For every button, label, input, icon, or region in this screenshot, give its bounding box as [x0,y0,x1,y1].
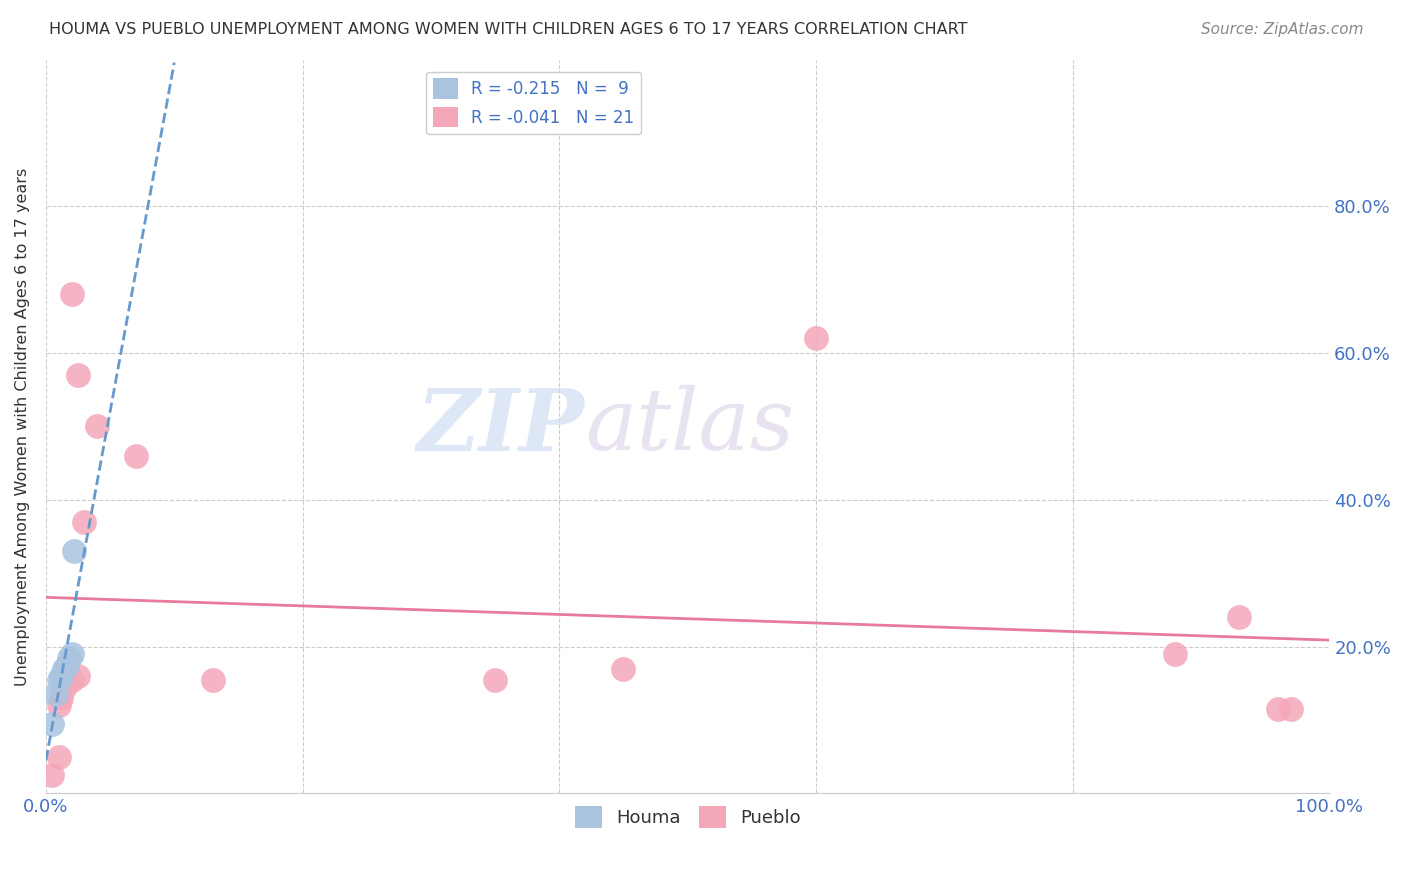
Text: HOUMA VS PUEBLO UNEMPLOYMENT AMONG WOMEN WITH CHILDREN AGES 6 TO 17 YEARS CORREL: HOUMA VS PUEBLO UNEMPLOYMENT AMONG WOMEN… [49,22,967,37]
Point [67,669,90,683]
Point [60,287,83,301]
Point [53,669,76,683]
Legend: Houma, Pueblo: Houma, Pueblo [567,799,808,836]
Point [48,673,70,687]
Point [125,449,148,463]
Point [73,515,96,529]
Text: atlas: atlas [585,385,794,467]
Point [201,673,224,687]
Point [48,698,70,713]
Point [48,749,70,764]
Point [63,544,86,558]
Point [60,673,83,687]
Point [52,662,75,676]
Point [86,419,108,434]
Point [1279,702,1302,716]
Y-axis label: Unemployment Among Women with Children Ages 6 to 17 years: Unemployment Among Women with Children A… [15,168,30,686]
Point [804,331,827,345]
Text: ZIP: ZIP [418,384,585,468]
Text: Source: ZipAtlas.com: Source: ZipAtlas.com [1201,22,1364,37]
Point [1164,647,1187,661]
Point [51,669,73,683]
Point [67,368,90,383]
Point [41,768,63,782]
Point [51,690,73,705]
Point [45,687,67,701]
Point [1229,610,1251,624]
Point [53,680,76,694]
Point [41,716,63,731]
Point [60,647,83,661]
Point [484,673,506,687]
Point [58,650,80,665]
Point [612,662,634,676]
Point [1267,702,1289,716]
Point [55,657,77,672]
